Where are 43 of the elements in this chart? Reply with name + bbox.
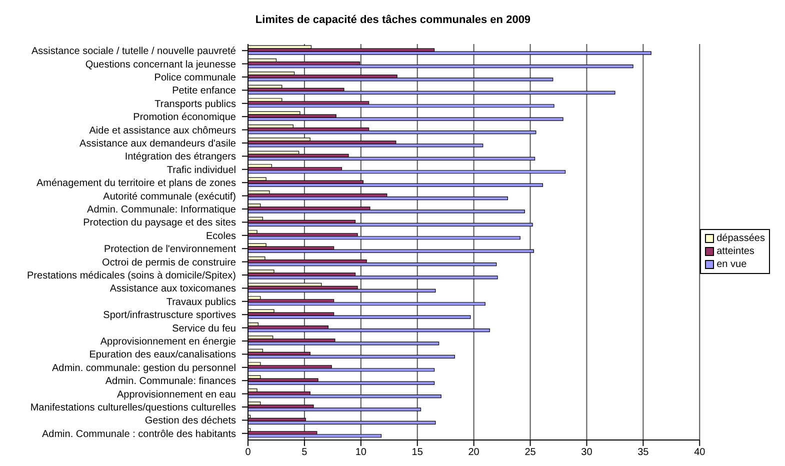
y-tick-label: Protection du paysage et des sites bbox=[83, 218, 236, 229]
y-tick-label: Autorité communale (exécutif) bbox=[103, 191, 236, 202]
y-tick-label: Sport/infrastruscture sportives bbox=[103, 310, 236, 322]
y-tick-label: Promotion économique bbox=[133, 112, 236, 124]
y-tick-label: Epuration des eaux/canalisations bbox=[89, 350, 236, 361]
y-tick-label: Questions concernant la jeunesse bbox=[85, 59, 236, 70]
x-tick-label: 10 bbox=[355, 447, 367, 458]
y-tick-label: Approvisionnement en eau bbox=[117, 389, 236, 400]
y-tick-label: Trafic individuel bbox=[166, 164, 236, 176]
y-tick-label: Admin. Communale : contrôle des habitants bbox=[42, 428, 236, 440]
y-tick-label: Transports publics bbox=[154, 98, 236, 110]
y-tick-label: Aménagement du territoire et plans de zones bbox=[36, 178, 236, 190]
x-tick-label: 0 bbox=[245, 447, 252, 458]
y-tick-label: Admin. communale: gestion du personnel bbox=[52, 362, 236, 374]
y-tick-label: Admin. Communale: finances bbox=[105, 376, 236, 388]
y-tick-label: Petite enfance bbox=[172, 86, 236, 97]
y-tick-label: Prestations médicales (soins à domicile/Spitex) bbox=[27, 270, 236, 282]
x-tick-label: 20 bbox=[468, 447, 480, 458]
x-tick-label: 15 bbox=[412, 447, 424, 458]
y-tick-label: Service du feu bbox=[172, 323, 236, 334]
legend-label: dépassées bbox=[716, 232, 765, 244]
chart-title: Limites de capacité des tâches communales en 2009 bbox=[254, 13, 532, 28]
x-tick-label: 35 bbox=[638, 447, 650, 458]
x-tick-label: 40 bbox=[694, 447, 706, 458]
y-tick-label: Admin. Communale: Informatique bbox=[87, 204, 236, 216]
y-tick-label: Protection de l'environnement bbox=[104, 244, 236, 256]
y-tick-label: Gestion des déchets bbox=[144, 416, 236, 427]
y-tick-label: Assistance sociale / tutelle / nouvelle pauvreté bbox=[31, 46, 236, 58]
y-tick-label: Police communale bbox=[154, 72, 236, 84]
y-tick-label: Ecoles bbox=[206, 230, 236, 242]
x-tick-label: 5 bbox=[302, 447, 308, 458]
y-tick-label: Octroi de permis de construire bbox=[102, 257, 236, 268]
y-tick-label: Aide et assistance aux chômeurs bbox=[89, 125, 236, 136]
y-tick-label: Approvisionnement en énergie bbox=[100, 336, 236, 348]
legend-label: en vue bbox=[716, 258, 747, 270]
x-tick-label: 25 bbox=[524, 447, 536, 458]
x-tick-label: 30 bbox=[581, 447, 593, 458]
legend-label: atteintes bbox=[716, 244, 754, 258]
y-tick-label: Intégration des étrangers bbox=[124, 152, 236, 163]
y-tick-label: Travaux publics bbox=[166, 296, 236, 308]
y-tick-label: Manifestations culturelles/questions culturelles bbox=[30, 402, 236, 414]
y-tick-label: Assistance aux demandeurs d'asile bbox=[80, 138, 236, 150]
y-tick-label: Assistance aux toxicomanes bbox=[110, 284, 236, 295]
